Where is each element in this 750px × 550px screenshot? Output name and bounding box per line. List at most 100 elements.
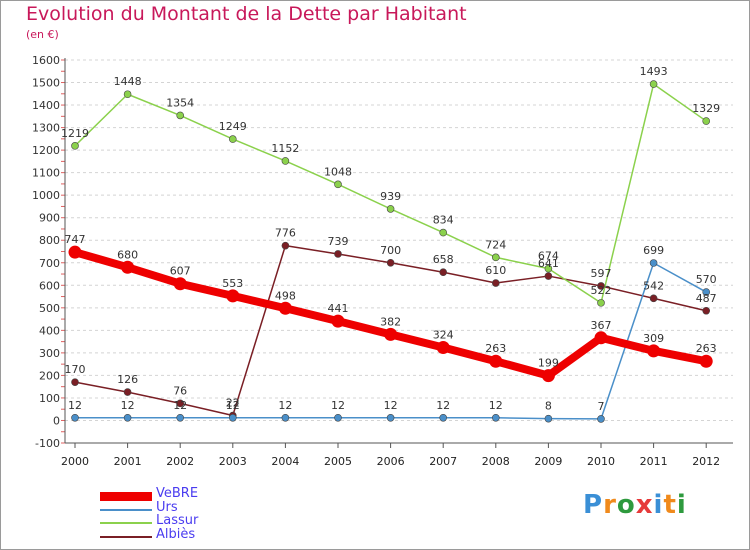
data-point: [123, 90, 132, 99]
data-label: 700: [380, 244, 401, 257]
data-point: [281, 157, 290, 165]
data-label: 570: [696, 273, 717, 286]
data-label: 12: [436, 399, 450, 412]
data-point: [281, 241, 290, 250]
data-label: 610: [485, 264, 506, 277]
data-point: [278, 301, 292, 315]
logo-letter: i: [676, 490, 687, 520]
data-point: [649, 259, 658, 267]
legend-swatch: [100, 491, 152, 501]
x-tick-label: 2005: [324, 455, 352, 468]
data-point: [176, 413, 184, 422]
data-point: [334, 180, 342, 189]
data-label: 522: [591, 284, 612, 297]
legend-label: VeBRE: [156, 486, 199, 501]
logo-letter: x: [635, 490, 654, 520]
data-label: 1493: [640, 65, 668, 78]
data-label: 199: [538, 357, 559, 370]
data-label: 12: [331, 399, 345, 412]
data-point: [597, 299, 605, 307]
x-tick-label: 2001: [114, 455, 142, 468]
data-point: [544, 264, 553, 273]
data-point: [386, 413, 395, 422]
chart-title: Evolution du Montant de la Dette par Hab…: [26, 3, 467, 25]
data-point: [281, 413, 290, 422]
x-tick-label: 2008: [482, 455, 510, 468]
y-tick-label: -100: [35, 437, 60, 450]
data-label: 1048: [324, 165, 352, 178]
legend-swatch: [100, 522, 152, 524]
data-point: [647, 344, 661, 358]
x-tick-label: 2012: [692, 455, 720, 468]
data-point: [334, 413, 342, 422]
x-tick-label: 2000: [61, 455, 89, 468]
data-label: 1354: [166, 96, 194, 109]
y-tick-label: 1100: [32, 167, 60, 180]
data-label: 597: [591, 267, 612, 280]
x-tick-label: 2003: [219, 455, 247, 468]
data-point: [699, 354, 713, 368]
data-label: 12: [121, 399, 135, 412]
data-label: 739: [328, 235, 349, 248]
data-point: [649, 80, 658, 88]
series: [68, 80, 713, 423]
data-point: [439, 268, 448, 277]
data-point: [439, 228, 448, 237]
y-tick-label: 1300: [32, 122, 60, 135]
data-label: 498: [275, 289, 296, 302]
data-point: [541, 369, 555, 383]
data-point: [123, 388, 132, 396]
data-point: [489, 354, 503, 368]
y-tick-label: 1500: [32, 77, 60, 90]
x-tick-label: 2009: [534, 455, 562, 468]
y-tick-label: 1200: [32, 144, 60, 157]
data-label: 747: [65, 233, 86, 246]
data-label: 263: [485, 342, 506, 355]
data-point: [702, 117, 711, 125]
data-label: 12: [226, 399, 240, 412]
data-label: 12: [384, 399, 398, 412]
data-point: [649, 294, 658, 303]
data-label: 1249: [219, 120, 247, 133]
data-label: 76: [173, 384, 187, 397]
data-point: [226, 289, 240, 303]
data-point: [71, 378, 79, 386]
data-label: 658: [433, 253, 454, 266]
data-point: [597, 415, 605, 423]
data-label: 607: [170, 265, 191, 278]
x-tick-label: 2010: [587, 455, 615, 468]
data-point: [439, 413, 448, 422]
x-tick-label: 2011: [640, 455, 668, 468]
data-point: [176, 399, 184, 408]
data-label: 674: [538, 250, 559, 263]
x-tick-label: 2007: [429, 455, 457, 468]
logo-letter: t: [663, 490, 677, 520]
legend-swatch: [100, 508, 152, 511]
data-label: 680: [117, 248, 138, 261]
y-tick-label: 1400: [32, 99, 60, 112]
data-label: 12: [68, 399, 82, 412]
data-label: 834: [433, 214, 454, 227]
data-point: [71, 413, 79, 422]
data-label: 12: [489, 399, 503, 412]
data-point: [544, 272, 553, 280]
data-point: [176, 111, 184, 120]
data-label: 263: [696, 342, 717, 355]
data-label: 542: [643, 279, 664, 292]
logo-letter: i: [653, 490, 664, 520]
data-point: [173, 277, 187, 291]
data-point: [386, 258, 395, 267]
data-point: [386, 205, 395, 213]
data-label: 1448: [114, 75, 142, 88]
data-label: 1329: [692, 102, 720, 115]
legend-label: Albiès: [156, 526, 196, 542]
data-point: [71, 142, 79, 150]
y-tick-label: 600: [39, 279, 60, 292]
x-tick-label: 2004: [271, 455, 299, 468]
data-label: 12: [278, 399, 292, 412]
data-point: [334, 250, 342, 258]
data-point: [331, 314, 345, 328]
data-label: 12: [173, 399, 187, 412]
data-label: 441: [328, 302, 349, 315]
data-label: 1152: [271, 142, 299, 155]
